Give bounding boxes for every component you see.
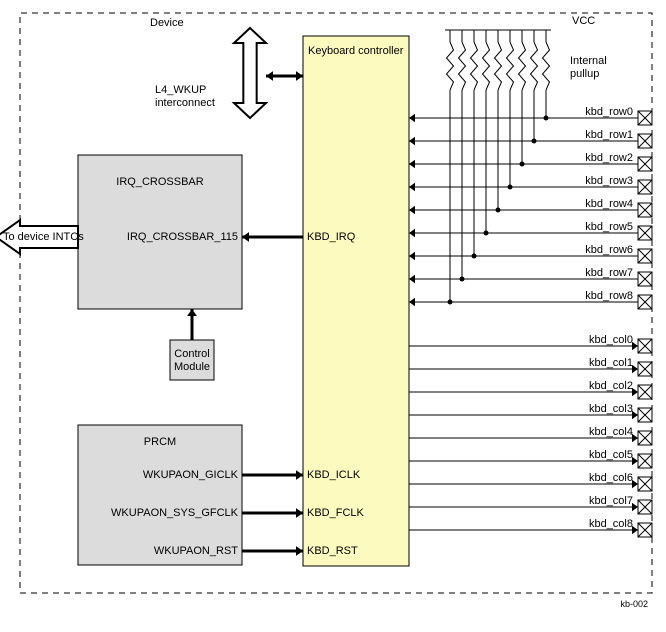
- arrow-head: [409, 206, 415, 214]
- row-label: kbd_row2: [585, 152, 633, 164]
- ctrl-l2: Module: [174, 361, 210, 373]
- pullup-resistor: [531, 42, 538, 90]
- junction-dot: [460, 277, 465, 282]
- junction-dot: [496, 208, 501, 213]
- irq-sig: IRQ_CROSSBAR_115: [127, 231, 238, 243]
- arrow-head: [409, 252, 415, 260]
- pullup-resistor: [495, 42, 502, 90]
- l4-l2: interconnect: [155, 97, 215, 109]
- pullup-l1: Internal: [570, 55, 607, 67]
- control-module-box: [170, 340, 214, 380]
- prcm-sig: WKUPAON_GICLK: [143, 469, 239, 481]
- arrow-head: [296, 470, 303, 480]
- junction-dot: [484, 231, 489, 236]
- row-label: kbd_row0: [585, 106, 633, 118]
- col-label: kbd_col7: [589, 495, 633, 507]
- arrow-head: [296, 71, 303, 81]
- arrow-head: [242, 232, 249, 242]
- arrow-head: [187, 309, 197, 316]
- l4-l1: L4_WKUP: [155, 84, 206, 96]
- col-label: kbd_col3: [589, 403, 633, 415]
- arrow-head: [266, 71, 273, 81]
- row-label: kbd_row7: [585, 267, 633, 279]
- ctrl-l1: Control: [174, 348, 209, 360]
- col-label: kbd_col2: [589, 380, 633, 392]
- pullup-resistor: [459, 42, 466, 90]
- prcm-sig: WKUPAON_RST: [154, 545, 238, 557]
- arrow-head: [409, 114, 415, 122]
- row-label: kbd_row6: [585, 244, 633, 256]
- pullup-resistor: [471, 42, 478, 90]
- pullup-resistor: [483, 42, 490, 90]
- kbc-clk-label: KBD_FCLK: [307, 507, 365, 519]
- arrow-head: [296, 508, 303, 518]
- junction-dot: [520, 162, 525, 167]
- pullup-resistor: [519, 42, 526, 90]
- kbd-irq-label: KBD_IRQ: [307, 231, 356, 243]
- row-label: kbd_row8: [585, 290, 633, 302]
- arrow-head: [409, 298, 415, 306]
- irq-title: IRQ_CROSSBAR: [116, 176, 203, 188]
- pullup-l2: pullup: [570, 68, 599, 80]
- pullup-resistor: [507, 42, 514, 90]
- junction-dot: [532, 139, 537, 144]
- col-label: kbd_col0: [589, 334, 633, 346]
- arrow-head: [409, 229, 415, 237]
- arrow-head: [409, 183, 415, 191]
- col-label: kbd_col5: [589, 449, 633, 461]
- prcm-sig: WKUPAON_SYS_GFCLK: [111, 507, 239, 519]
- vcc-label: VCC: [572, 15, 595, 27]
- junction-dot: [508, 185, 513, 190]
- keyboard-controller-box: [303, 36, 409, 566]
- junction-dot: [472, 254, 477, 259]
- col-label: kbd_col1: [589, 357, 633, 369]
- pullup-resistor: [447, 42, 454, 90]
- arrow-head: [409, 160, 415, 168]
- kbc-clk-label: KBD_ICLK: [307, 469, 361, 481]
- device-label: Device: [150, 17, 184, 29]
- col-label: kbd_col8: [589, 518, 633, 530]
- footer-id: kb-002: [620, 599, 648, 609]
- to-intcs-label: To device INTCs: [3, 231, 84, 243]
- col-label: kbd_col6: [589, 472, 633, 484]
- kbc-clk-label: KBD_RST: [307, 545, 358, 557]
- pullup-resistor: [543, 42, 550, 90]
- arrow-head: [409, 137, 415, 145]
- kbc-title: Keyboard controller: [308, 45, 404, 57]
- row-label: kbd_row4: [585, 198, 633, 210]
- row-label: kbd_row3: [585, 175, 633, 187]
- l4-arrow: [234, 28, 266, 118]
- junction-dot: [448, 300, 453, 305]
- prcm-title: PRCM: [144, 436, 176, 448]
- row-label: kbd_row5: [585, 221, 633, 233]
- arrow-head: [409, 275, 415, 283]
- col-label: kbd_col4: [589, 426, 633, 438]
- row-label: kbd_row1: [585, 129, 633, 141]
- arrow-head: [296, 546, 303, 556]
- junction-dot: [544, 116, 549, 121]
